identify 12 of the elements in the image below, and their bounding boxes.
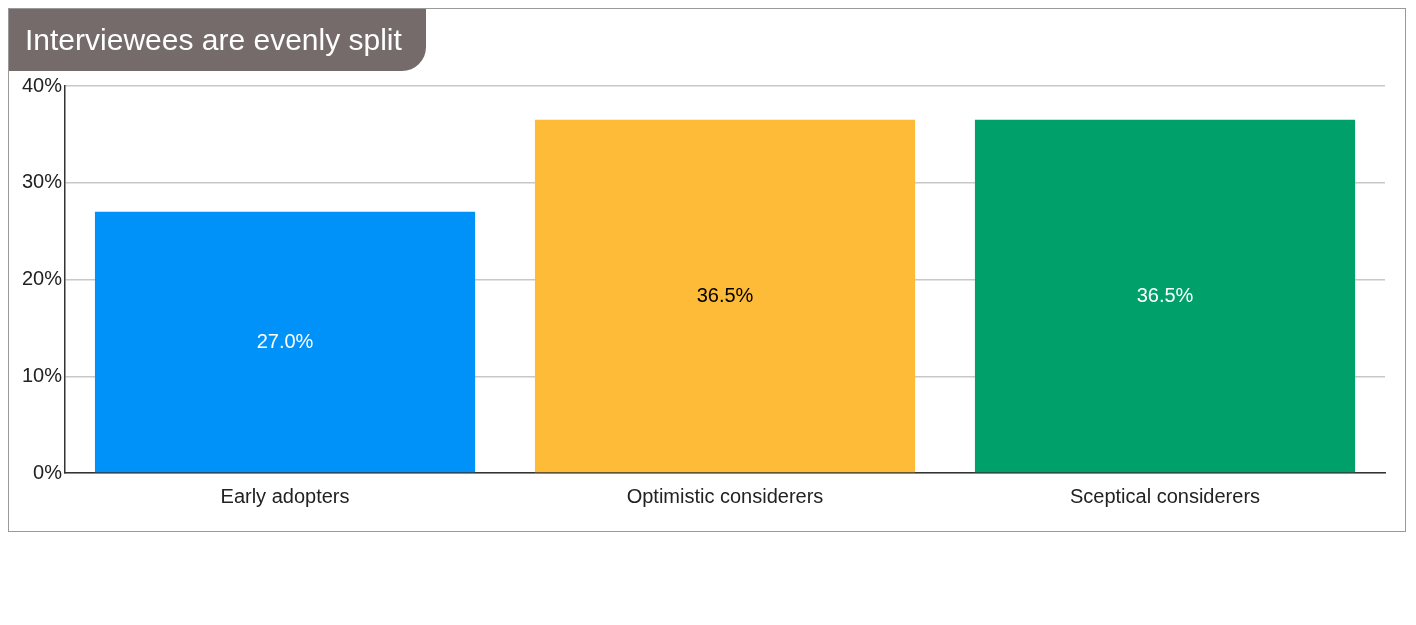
data-label: 36.5%	[696, 283, 754, 306]
x-tick-label: Sceptical considerers	[1069, 484, 1261, 507]
x-tick-label: Optimistic considerers	[626, 484, 824, 507]
chart-title: Interviewees are evenly split	[9, 9, 426, 71]
x-tick-label: Early adopters	[220, 484, 350, 507]
y-tick-label: 0%	[33, 460, 63, 483]
y-tick-label: 40%	[22, 73, 63, 96]
y-tick-label: 30%	[22, 170, 63, 193]
data-label: 27.0%	[256, 329, 314, 352]
y-tick-label: 10%	[22, 363, 63, 386]
y-tick-label: 20%	[22, 267, 63, 290]
data-label: 36.5%	[1136, 283, 1194, 306]
